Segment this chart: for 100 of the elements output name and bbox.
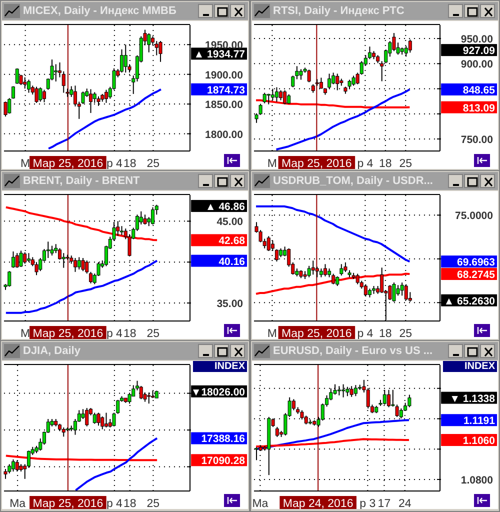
y-tick-label: ▲ 1934.77 [194,48,246,61]
candlestick [275,426,279,438]
candlestick [92,412,96,424]
y-tick-label: 1850.00 [205,99,244,112]
candlestick [340,264,344,276]
candlestick [299,68,303,80]
chart-title: USDRUB_TOM, Daily - USDR... [273,175,433,187]
x-tick-label: M [267,328,277,340]
y-tick-label: 40.16 [218,256,246,268]
candlestick [336,276,340,286]
candlestick [311,260,315,276]
line-series [255,205,411,263]
candlestick [395,404,399,418]
y-tick-label: 1.0800 [460,474,494,486]
y-tick-label: 68.2745 [457,268,496,281]
x-tick-label: 17 [378,498,391,510]
candlestick [4,468,8,480]
y-tick-label: 900.00 [460,58,494,71]
x-tick-label: 25 [146,498,160,510]
line-series [275,88,411,150]
y-tick-label: 17388.16 [201,433,246,446]
candlestick [38,86,42,102]
y-tick-label: 950.00 [460,34,494,46]
candlestick [77,256,81,270]
y-tick-label: 75.0000 [455,210,494,222]
candlestick [74,258,77,272]
y-tick-label: 1900.00 [205,69,244,82]
y-tick-label: 813.09 [462,102,496,114]
y-tick-label: 927.09 [462,45,496,58]
y-tick-label: 750.00 [460,134,494,146]
y-tick-label: 35.00 [216,298,244,310]
candlestick [352,75,356,86]
candlestick [50,245,54,256]
candlestick [15,252,19,268]
candlestick [81,258,85,272]
candlestick [12,458,15,472]
x-tick-label: 18 [379,158,392,170]
candlestick [262,92,266,104]
y-tick-label: 42.68 [218,235,246,248]
y-tick-label: 1.1060 [462,434,496,447]
x-tick-label: 25 [399,158,412,170]
line-series [255,99,411,108]
x-tick-label: 25 [146,328,160,340]
candlestick [344,262,348,272]
candlestick [8,270,12,288]
text: INDEX [443,361,497,372]
x-tick-label: M [267,158,277,170]
text: INDEX [193,361,247,372]
candlestick [291,75,295,88]
candlestick [96,412,100,426]
y-tick-label: 17090.28 [201,455,246,468]
candlestick [287,94,291,104]
line-series [255,419,410,450]
x-tick-label: 24 [398,498,412,510]
line-series [48,88,162,150]
candlestick [85,407,89,427]
candlestick [315,266,319,278]
candlestick [104,89,108,104]
y-tick-label: 69.6963 [457,256,496,269]
candlestick [4,101,8,118]
candlestick [408,394,412,408]
x-tick-label: M [20,328,30,340]
y-tick-label: 1874.73 [207,84,246,96]
candlestick [307,69,311,83]
x-tick-label: M [20,158,30,170]
x-tick-label: Ma [252,498,269,510]
x-tick-label: Ma [10,498,26,510]
line-series [4,260,158,314]
candlestick [120,48,124,74]
x-tick-label: 25 [146,158,160,170]
y-tick-label: 1.1191 [463,415,496,428]
x-tick-label: 18 [124,328,136,340]
x-tick-label: 25 [399,328,412,340]
y-tick-label: ▲ 65.2630 [444,295,496,308]
y-tick-label: ▼ 1.1338 [450,392,496,405]
x-tick-label: 18 [124,498,136,510]
chart-title: EURUSD, Daily - Euro vs US ... [273,345,433,357]
candlestick [323,264,327,277]
y-tick-label: ▼18026.00 [190,386,246,398]
chart-title: MICEX, Daily - Индекс ММВБ [23,5,176,17]
candlestick [62,426,66,438]
y-tick-label: 1800.00 [205,128,244,141]
chart-title: RTSI, Daily - Индекс РТС [273,5,404,17]
line-series [74,437,158,491]
candlestick [391,389,395,408]
candlestick [147,32,151,53]
candlestick [279,90,283,101]
candlestick [100,416,104,430]
candlestick [19,250,23,268]
x-tick-label: 18 [379,328,392,340]
line-series [255,272,411,295]
candlestick [332,72,336,85]
y-tick-label: ▲ 46.86 [205,200,246,213]
chart-title: BRENT, Daily - BRENT [23,175,140,187]
y-tick-label: 848.65 [462,84,496,96]
candlestick [143,214,147,225]
y-tick-label: 45.00 [216,216,244,228]
candlestick [104,412,108,428]
candlestick [356,273,360,285]
candlestick [12,86,15,100]
